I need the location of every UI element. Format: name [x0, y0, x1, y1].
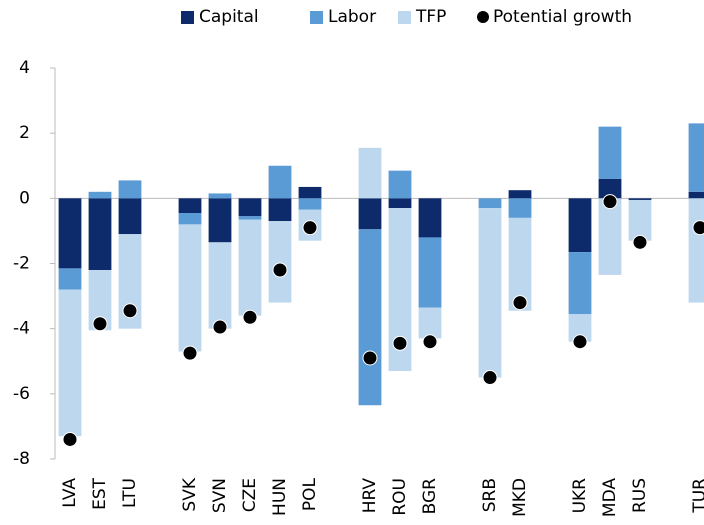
bar: [178, 224, 202, 352]
legend-label: TFP: [415, 7, 446, 27]
bar: [58, 268, 82, 290]
potential-dot: [122, 303, 138, 319]
bar: [628, 199, 652, 241]
x-tick-label: SVK: [180, 477, 200, 511]
bar: [358, 198, 382, 230]
bar: [598, 178, 622, 199]
bar: [268, 221, 292, 303]
bar: [388, 170, 412, 199]
bar: [358, 147, 382, 199]
x-tick-label: LVA: [60, 478, 80, 508]
x-tick-label: RUS: [630, 478, 650, 513]
legend-label: Capital: [199, 7, 259, 27]
legend-marker: [310, 11, 323, 24]
potential-dot: [182, 345, 198, 361]
bar: [178, 212, 202, 225]
bar: [88, 198, 112, 271]
bar: [508, 217, 532, 311]
x-tick-label: HRV: [360, 478, 380, 514]
bar: [598, 198, 622, 275]
bar: [688, 198, 704, 303]
x-tick-label: UKR: [570, 478, 590, 514]
x-tick-label: SRB: [480, 478, 500, 512]
x-tick-label: POL: [300, 477, 320, 511]
bar: [118, 198, 142, 235]
potential-dot: [92, 316, 108, 332]
bar: [118, 180, 142, 199]
y-tick-label: -6: [13, 384, 30, 404]
bar: [508, 198, 532, 218]
bar: [58, 289, 82, 437]
bar: [268, 198, 292, 222]
bar: [388, 198, 412, 209]
legend-marker: [477, 11, 489, 23]
bar: [88, 191, 112, 199]
potential-dot: [632, 234, 648, 250]
bar: [58, 198, 82, 269]
bar: [598, 126, 622, 179]
bar: [568, 198, 592, 253]
bar: [238, 216, 262, 220]
y-tick-label: -8: [13, 449, 30, 469]
bar: [268, 165, 292, 199]
x-tick-label: ROU: [390, 478, 410, 516]
bar: [418, 198, 442, 238]
bar: [118, 234, 142, 329]
legend-marker: [181, 11, 194, 24]
bar: [208, 198, 232, 243]
legend-label: Labor: [328, 7, 376, 27]
bar: [628, 198, 652, 200]
bar: [568, 252, 592, 315]
legend-marker: [398, 11, 411, 24]
bar: [178, 198, 202, 213]
y-tick-label: -2: [13, 254, 30, 274]
bar: [208, 193, 232, 199]
y-tick-label: -4: [13, 319, 30, 339]
bar: [478, 208, 502, 378]
bar: [388, 208, 412, 372]
bar: [568, 314, 592, 342]
bar: [238, 198, 262, 217]
potential-dot: [512, 295, 528, 311]
bar: [418, 307, 442, 339]
potential-dot: [272, 262, 288, 278]
potential-dot: [692, 220, 704, 236]
bar: [508, 190, 532, 199]
x-tick-label: MDA: [600, 478, 620, 517]
y-tick-label: 2: [19, 123, 30, 143]
potential-dot: [392, 335, 408, 351]
potential-dot: [242, 309, 258, 325]
y-tick-label: 0: [19, 188, 30, 208]
bar: [688, 123, 704, 192]
potential-dot: [302, 220, 318, 236]
y-tick-label: 4: [19, 58, 30, 78]
x-tick-label: SVN: [210, 478, 230, 513]
bar: [298, 186, 322, 199]
potential-dot: [362, 350, 378, 366]
potential-dot: [422, 334, 438, 350]
bar: [358, 229, 382, 406]
bar: [88, 270, 112, 331]
x-tick-label: EST: [90, 477, 110, 510]
bar: [478, 198, 502, 209]
x-tick-label: CZE: [240, 478, 260, 512]
bar: [298, 198, 322, 210]
x-tick-label: TUR: [690, 478, 704, 514]
x-tick-label: MKD: [510, 478, 530, 517]
bar: [688, 191, 704, 199]
bar: [418, 237, 442, 308]
x-tick-label: HUN: [270, 478, 290, 516]
x-tick-label: BGR: [420, 478, 440, 515]
bar: [208, 242, 232, 329]
potential-dot: [212, 319, 228, 335]
potential-dot: [482, 370, 498, 386]
x-tick-label: LTU: [120, 478, 140, 508]
potential-dot: [572, 334, 588, 350]
potential-dot: [602, 194, 618, 210]
legend-label: Potential growth: [493, 7, 632, 27]
bar: [238, 219, 262, 316]
potential-dot: [62, 431, 78, 447]
